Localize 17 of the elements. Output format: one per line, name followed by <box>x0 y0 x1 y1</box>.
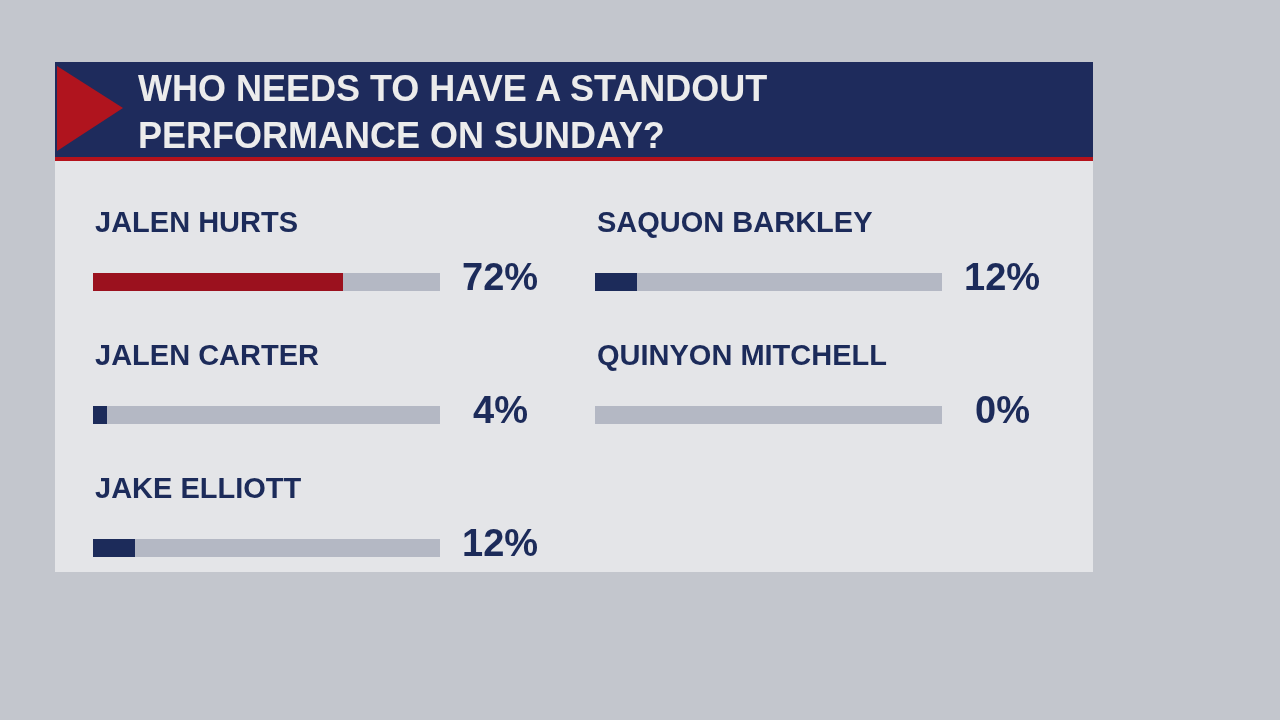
y-tick-label: JAKE ELLIOTT <box>95 472 302 504</box>
data-label: 12% <box>462 522 539 564</box>
data-label: 12% <box>964 256 1041 298</box>
bar <box>93 406 107 424</box>
y-tick-label: SAQUON BARKLEY <box>597 206 873 238</box>
bar <box>93 273 343 291</box>
y-tick-label: JALEN CARTER <box>95 339 320 371</box>
bar <box>93 539 135 557</box>
data-label: 0% <box>975 389 1030 431</box>
chart-title: WHO NEEDS TO HAVE A STANDOUT PERFORMANCE ON SUNDAY? <box>138 68 768 156</box>
bar <box>342 273 440 291</box>
y-tick-label: JALEN HURTS <box>95 206 299 238</box>
data-label: 4% <box>473 389 528 431</box>
bar <box>134 539 440 557</box>
data-label: 72% <box>462 256 539 298</box>
y-tick-label: QUINYON MITCHELL <box>597 339 887 371</box>
bar <box>106 406 440 424</box>
